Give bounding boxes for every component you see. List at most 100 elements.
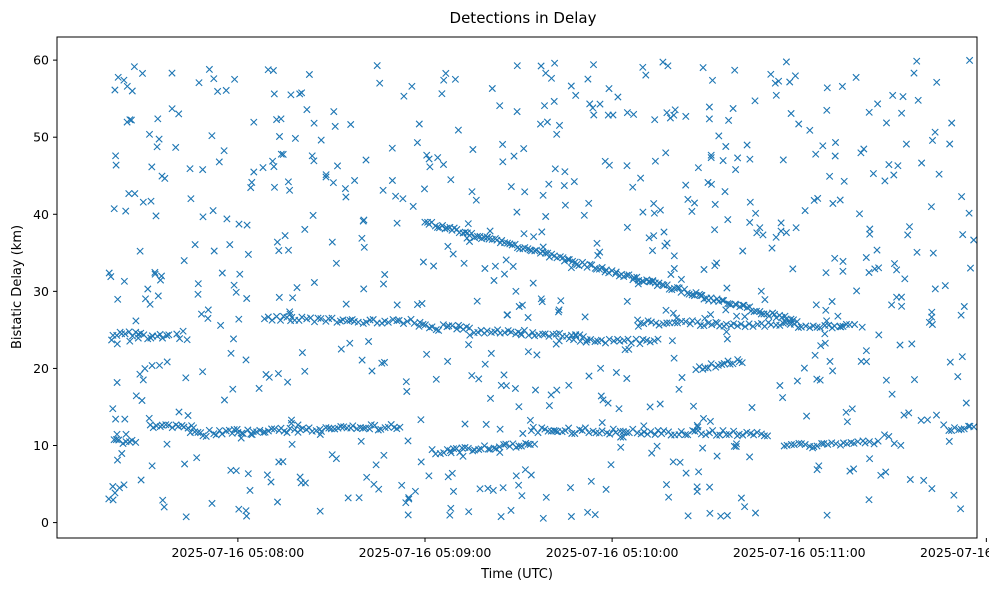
data-point: [597, 364, 605, 372]
data-point: [957, 425, 965, 433]
data-point: [948, 119, 956, 127]
x-axis: 2025-07-16 05:08:00 2025-07-16 05:09:00 20…: [171, 538, 989, 560]
data-point: [199, 368, 207, 376]
data-point: [180, 257, 188, 265]
data-point: [465, 508, 473, 516]
data-point: [678, 373, 686, 382]
data-point: [217, 321, 225, 329]
data-point: [450, 445, 458, 453]
data-point: [432, 326, 440, 334]
data-point: [625, 345, 633, 353]
data-point: [360, 243, 368, 251]
data-point: [779, 156, 787, 164]
data-point: [599, 396, 607, 404]
data-point: [163, 440, 171, 448]
data-point: [822, 306, 830, 314]
data-point: [795, 439, 803, 447]
data-point: [751, 97, 759, 105]
data-point: [123, 118, 131, 126]
data-point: [510, 152, 518, 160]
data-point: [707, 154, 715, 162]
data-point: [521, 188, 529, 196]
data-point: [598, 419, 606, 427]
data-point: [561, 168, 569, 176]
data-point: [542, 493, 550, 501]
data-point: [848, 405, 856, 413]
data-point: [486, 394, 495, 402]
data-point: [722, 306, 730, 314]
data-point: [230, 281, 238, 289]
data-point: [551, 165, 559, 173]
data-point: [145, 130, 154, 138]
x-tick-label: 2025-07-16 05:11:00: [733, 545, 866, 560]
data-point: [800, 364, 808, 372]
data-point: [623, 374, 631, 383]
data-point: [447, 504, 455, 512]
data-point: [753, 428, 761, 436]
data-point: [550, 97, 558, 105]
data-point: [432, 450, 440, 458]
data-point: [970, 423, 978, 431]
data-point: [746, 198, 754, 206]
data-point: [120, 481, 128, 489]
data-point: [187, 195, 195, 203]
data-point: [837, 323, 845, 331]
data-point: [732, 301, 740, 309]
data-point: [564, 255, 572, 264]
data-point: [653, 442, 661, 450]
data-point: [163, 331, 171, 340]
data-point: [446, 447, 454, 455]
data-point: [686, 320, 694, 328]
data-point: [614, 93, 622, 101]
data-point: [690, 199, 699, 207]
data-point: [284, 378, 292, 386]
data-point: [663, 319, 671, 327]
data-point: [421, 218, 429, 226]
data-point: [210, 247, 218, 255]
data-point: [894, 162, 902, 170]
data-point: [512, 287, 520, 295]
data-point: [650, 209, 658, 217]
data-point: [611, 270, 620, 278]
data-point: [843, 418, 851, 426]
data-point: [112, 152, 120, 160]
data-point: [757, 287, 765, 295]
data-point: [708, 321, 716, 329]
data-point: [566, 484, 575, 492]
data-point: [403, 387, 411, 396]
data-point: [722, 431, 730, 439]
data-point: [606, 430, 614, 438]
data-point: [602, 485, 610, 493]
data-point: [215, 427, 224, 435]
data-point: [609, 425, 617, 433]
data-point: [288, 313, 296, 321]
data-point: [215, 158, 223, 166]
data-point: [650, 337, 658, 345]
data-point: [826, 357, 834, 365]
data-point: [585, 372, 593, 380]
data-point: [519, 429, 527, 438]
data-point: [862, 358, 871, 366]
data-point: [725, 430, 733, 438]
data-point: [772, 91, 780, 99]
data-point: [205, 426, 213, 434]
data-point: [531, 440, 539, 448]
data-point: [331, 122, 339, 130]
scatter-points: [105, 56, 978, 522]
data-point: [132, 438, 140, 446]
data-point: [959, 231, 967, 239]
data-point: [154, 292, 162, 300]
data-point: [904, 231, 912, 239]
x-tick-label: 2025-07-16 05:10:00: [546, 545, 679, 560]
data-point: [465, 341, 473, 349]
data-point: [376, 79, 384, 87]
data-point: [829, 367, 837, 375]
data-point: [458, 444, 466, 452]
data-point: [358, 234, 366, 242]
data-point: [507, 328, 515, 336]
data-point: [772, 314, 780, 322]
data-point: [706, 509, 714, 517]
data-point: [512, 472, 520, 480]
data-point: [480, 233, 488, 241]
